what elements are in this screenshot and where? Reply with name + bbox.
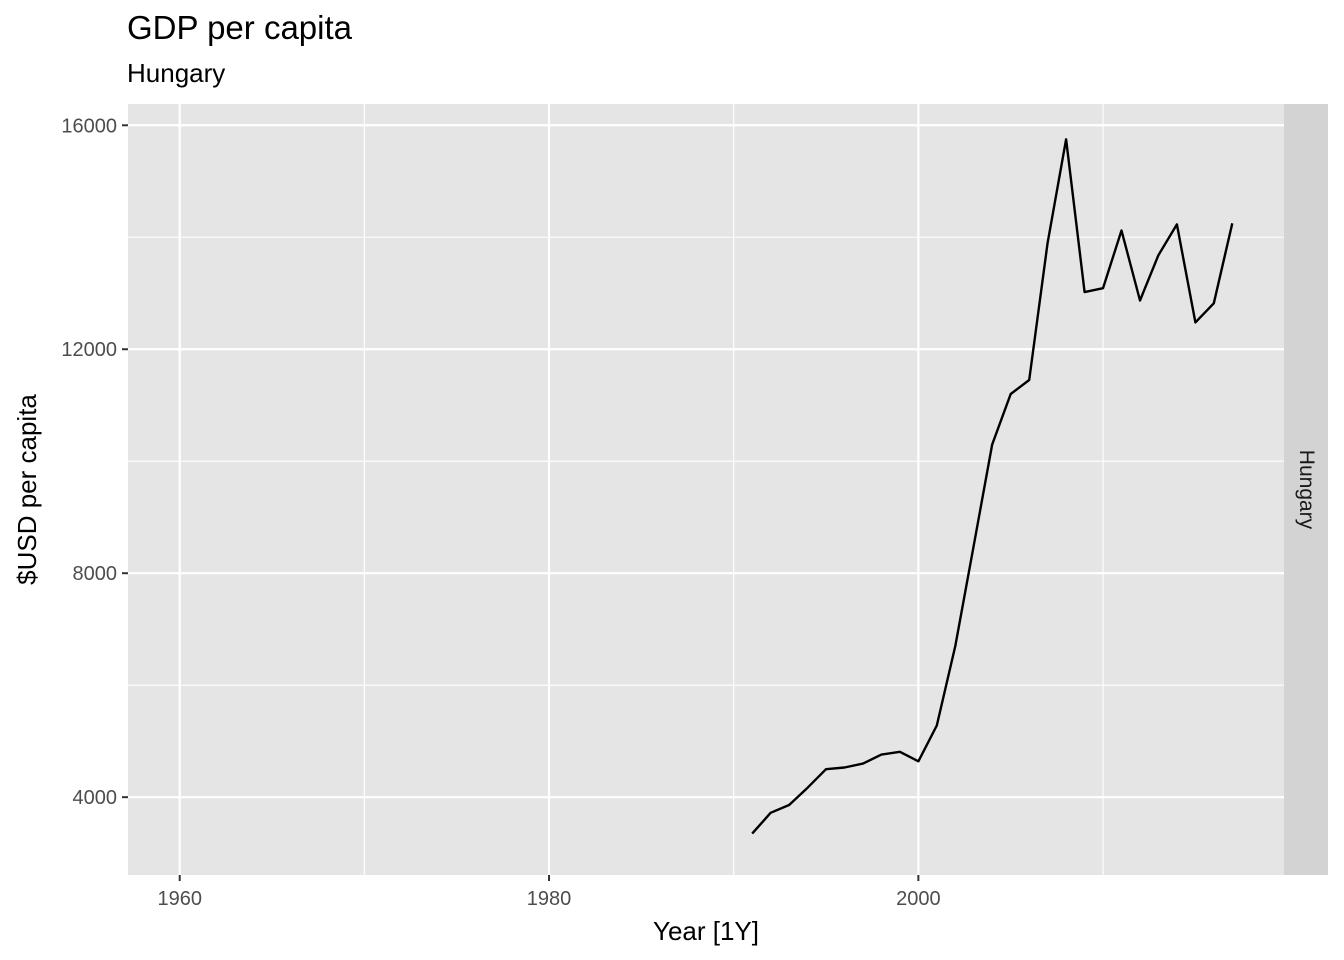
y-tick-label: 4000 xyxy=(73,787,118,809)
minor-gridlines xyxy=(128,104,1284,875)
x-tick-label: 1980 xyxy=(527,888,572,910)
axis-ticks: 1960 1980 2000 4000 8000 12000 16000 xyxy=(61,115,940,910)
y-tick-label: 12000 xyxy=(61,339,117,361)
x-tick-label: 2000 xyxy=(896,888,941,910)
chart-subtitle: Hungary xyxy=(127,58,225,88)
x-tick-label: 1960 xyxy=(157,888,202,910)
facet-strip xyxy=(1284,104,1328,875)
chart-title: GDP per capita xyxy=(127,9,353,46)
y-tick-label: 8000 xyxy=(73,563,118,585)
plot-panel xyxy=(128,104,1284,875)
series-layer xyxy=(751,138,1234,835)
facet-strip-label: Hungary xyxy=(1295,450,1318,530)
x-axis-title: Year [1Y] xyxy=(653,916,759,946)
y-tick-label: 16000 xyxy=(61,115,117,137)
y-axis-title: $USD per capita xyxy=(12,394,42,585)
major-gridlines xyxy=(128,104,1284,875)
series-line xyxy=(751,138,1234,835)
